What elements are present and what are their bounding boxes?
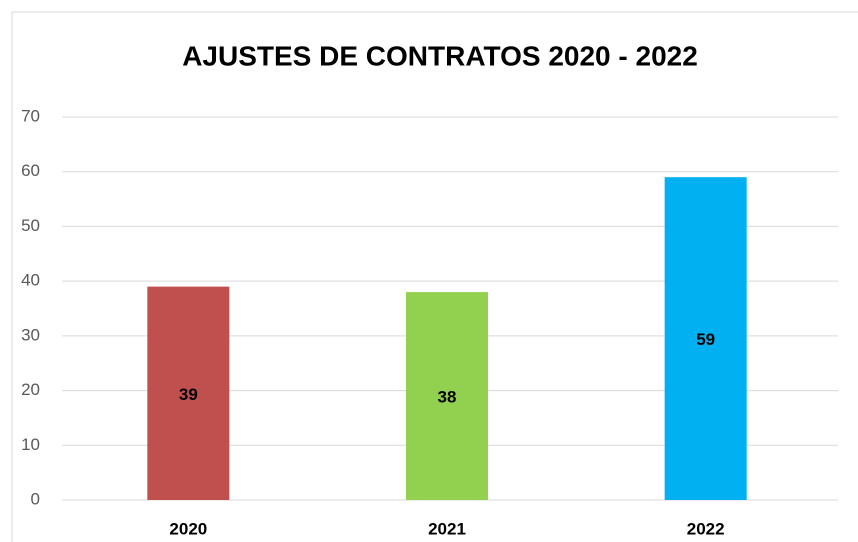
y-tick-label: 50 (21, 216, 40, 235)
x-tick-label: 2021 (428, 519, 466, 538)
y-tick-label: 0 (31, 489, 40, 508)
y-tick-label: 60 (21, 161, 40, 180)
y-tick-label: 30 (21, 325, 40, 344)
chart-title: AJUSTES DE CONTRATOS 2020 - 2022 (182, 40, 698, 71)
bar (406, 292, 488, 500)
x-tick-label: 2022 (687, 519, 725, 538)
y-tick-label: 10 (21, 435, 40, 454)
chart-frame (11, 11, 858, 542)
y-tick-label: 20 (21, 380, 40, 399)
y-tick-label: 70 (21, 106, 40, 125)
data-label: 39 (179, 385, 198, 404)
y-tick-label: 40 (21, 271, 40, 290)
bar (147, 286, 230, 500)
data-label: 59 (696, 330, 715, 349)
data-label: 38 (438, 388, 457, 407)
x-tick-label: 2020 (169, 519, 207, 538)
bar (664, 177, 747, 500)
